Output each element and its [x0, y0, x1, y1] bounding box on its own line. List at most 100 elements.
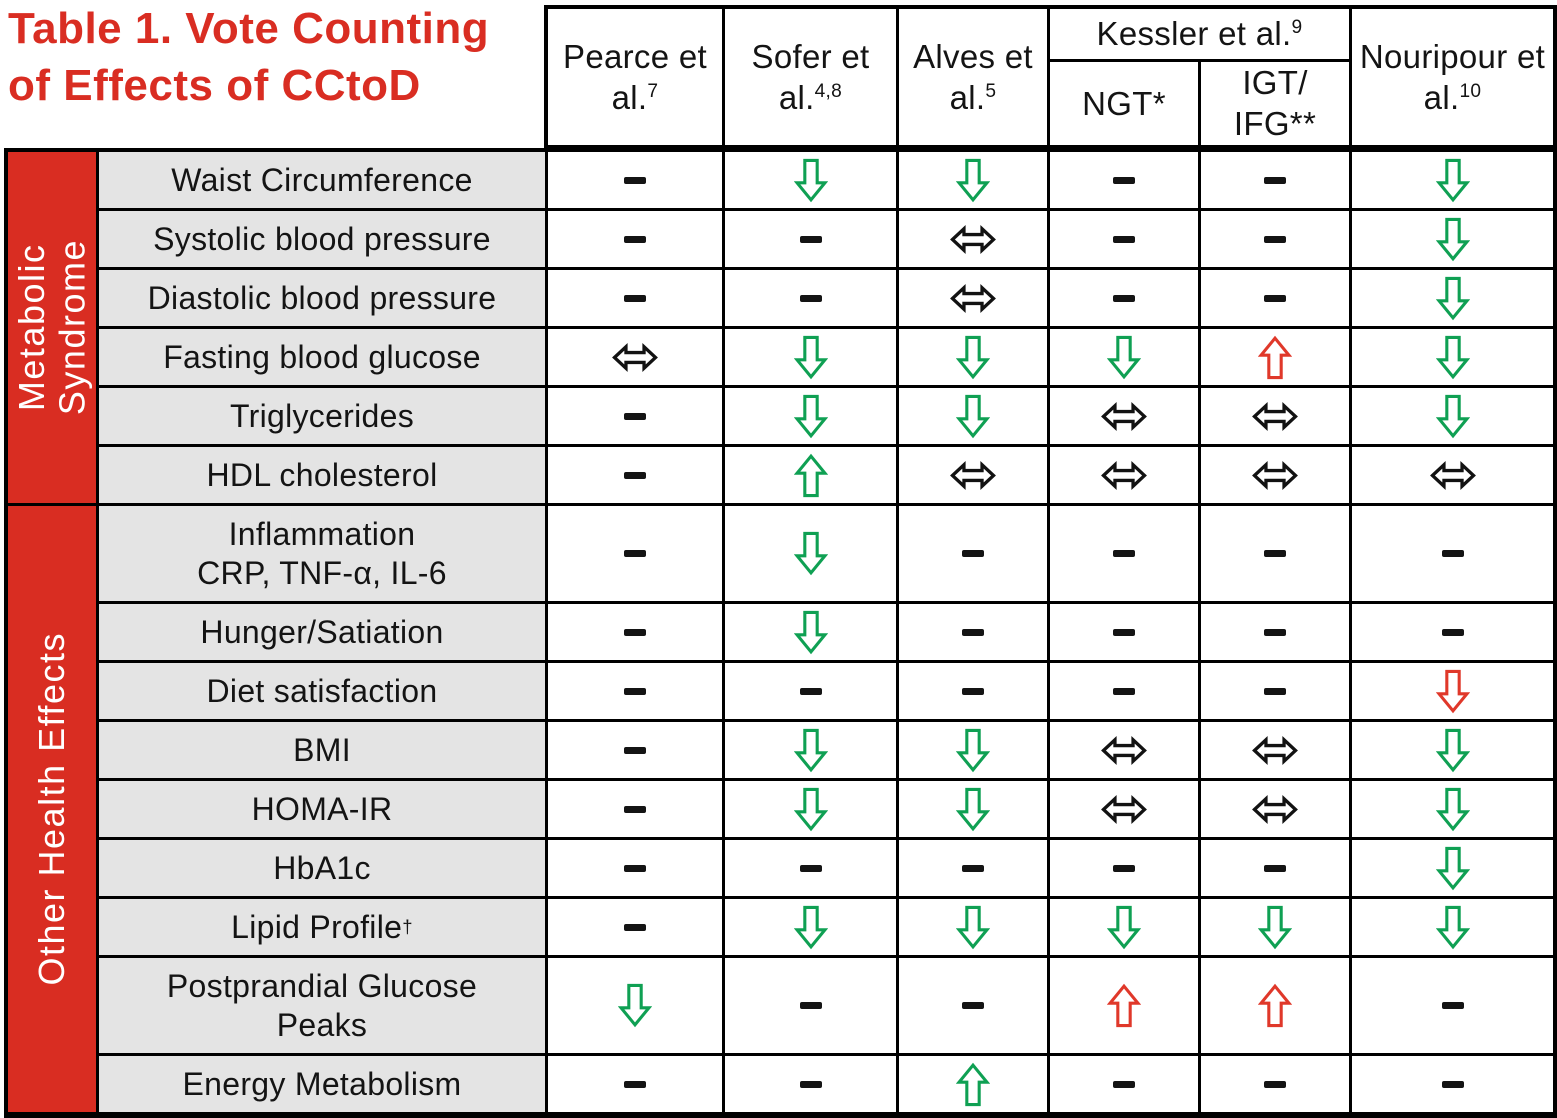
- table-cell: [1201, 329, 1349, 385]
- not-reported-dash-icon: [1113, 550, 1135, 557]
- row-label: Energy Metabolism: [99, 1056, 545, 1112]
- not-reported-dash-icon: [624, 628, 646, 636]
- study-name: Sofer et al.4,8: [725, 34, 896, 121]
- row-label-text: Waist Circumference: [171, 161, 473, 198]
- reference-superscript: 7: [647, 80, 659, 102]
- table-cell: [1352, 958, 1553, 1053]
- decrease-arrow-icon: [793, 610, 828, 654]
- row-label-text: Postprandial Glucose Peaks: [166, 968, 478, 1043]
- study-name-text: Kessler et al.: [1096, 15, 1292, 52]
- column-header-kessler-ngt: NGT*: [1050, 62, 1198, 145]
- increase-arrow-icon: [1107, 983, 1141, 1028]
- no-change-arrow-icon: [1252, 401, 1298, 431]
- table-cell: [1050, 388, 1198, 444]
- decrease-arrow-icon: [793, 728, 828, 772]
- row-label: HbA1c: [99, 840, 545, 896]
- study-name: Kessler et al.9: [1091, 13, 1309, 55]
- table-cell: [899, 152, 1047, 208]
- not-reported-dash-icon: [1113, 628, 1135, 636]
- decrease-arrow-icon: [1435, 669, 1470, 713]
- table-cell: [548, 506, 722, 601]
- row-label: Systolic blood pressure: [99, 211, 545, 267]
- decrease-arrow-icon: [1435, 846, 1470, 890]
- subcolumn-label: NGT*: [1082, 84, 1166, 122]
- table-body: Metabolic Syndrome Waist Circumference Sys…: [4, 148, 1557, 1118]
- table-cell: [725, 840, 896, 896]
- row-label: Lipid Profile †: [99, 899, 545, 955]
- table-cell: [1201, 388, 1349, 444]
- not-reported-dash-icon: [624, 550, 646, 557]
- decrease-arrow-icon: [618, 983, 652, 1028]
- decrease-arrow-icon: [793, 787, 828, 831]
- table-cell: [899, 781, 1047, 837]
- decrease-arrow-icon: [1435, 728, 1470, 772]
- reference-superscript: 5: [985, 80, 997, 102]
- table-cell: [899, 211, 1047, 267]
- row-label-text: Systolic blood pressure: [153, 220, 491, 257]
- no-change-arrow-icon: [1101, 401, 1147, 431]
- not-reported-dash-icon: [1441, 1002, 1464, 1009]
- decrease-arrow-icon: [793, 394, 828, 438]
- not-reported-dash-icon: [624, 923, 646, 931]
- not-reported-dash-icon: [624, 471, 646, 479]
- row-label: HOMA-IR: [99, 781, 545, 837]
- study-name: Nouripour et al.10: [1352, 34, 1553, 121]
- no-change-arrow-icon: [612, 342, 658, 372]
- column-header-nouripour: Nouripour et al.10: [1352, 9, 1553, 145]
- study-name-text: Alves et al.: [913, 37, 1033, 116]
- table-cell: [548, 152, 722, 208]
- row-label-text: HbA1c: [273, 849, 371, 886]
- not-reported-dash-icon: [799, 687, 822, 695]
- table-cell: [1201, 506, 1349, 601]
- column-header-sofer: Sofer et al.4,8: [725, 9, 896, 145]
- not-reported-dash-icon: [1264, 294, 1286, 302]
- table-cell: [899, 388, 1047, 444]
- table-cell: [1201, 1056, 1349, 1112]
- table-cell: [1201, 899, 1349, 955]
- table-cell: [548, 840, 722, 896]
- row-group-label: Metabolic Syndrome: [10, 239, 92, 416]
- not-reported-dash-icon: [1264, 1080, 1286, 1088]
- not-reported-dash-icon: [962, 864, 984, 872]
- table-cell: [1050, 781, 1198, 837]
- row-group-label: Other Health Effects: [30, 632, 72, 986]
- not-reported-dash-icon: [799, 1080, 822, 1088]
- row-label-text: Triglycerides: [229, 397, 415, 434]
- decrease-arrow-icon: [1435, 905, 1470, 949]
- row-label-text: Fasting blood glucose: [163, 338, 481, 375]
- not-reported-dash-icon: [624, 1080, 646, 1088]
- table-cell: [899, 663, 1047, 719]
- table-cell: [1050, 270, 1198, 326]
- decrease-arrow-icon: [793, 158, 828, 202]
- table-cell: [1050, 211, 1198, 267]
- not-reported-dash-icon: [962, 628, 984, 636]
- decrease-arrow-icon: [1435, 335, 1470, 379]
- row-label-text: BMI: [293, 731, 351, 768]
- row-label-text: Diastolic blood pressure: [147, 279, 497, 316]
- table-cell: [899, 958, 1047, 1053]
- table-cell: [1050, 604, 1198, 660]
- table-cell: [1352, 447, 1553, 503]
- table-cell: [1352, 604, 1553, 660]
- decrease-arrow-icon: [956, 728, 990, 772]
- not-reported-dash-icon: [1264, 628, 1286, 636]
- table-cell: [725, 604, 896, 660]
- decrease-arrow-icon: [793, 335, 828, 379]
- table-cell: [725, 663, 896, 719]
- decrease-arrow-icon: [1435, 394, 1470, 438]
- row-label-text: Hunger/Satiation: [200, 613, 444, 650]
- table-cell: [548, 447, 722, 503]
- decrease-arrow-icon: [956, 158, 990, 202]
- study-name: Alves et al.5: [899, 34, 1047, 121]
- not-reported-dash-icon: [962, 687, 984, 695]
- not-reported-dash-icon: [1264, 550, 1286, 557]
- table-cell: [1050, 1056, 1198, 1112]
- row-label-text: HDL cholesterol: [206, 456, 438, 493]
- not-reported-dash-icon: [1113, 294, 1135, 302]
- not-reported-dash-icon: [1264, 687, 1286, 695]
- table-cell: [1050, 840, 1198, 896]
- table-cell: [1352, 781, 1553, 837]
- study-name: Pearce et al.7: [548, 34, 722, 121]
- table-cell: [725, 722, 896, 778]
- row-label: Inflammation CRP, TNF-α, IL-6: [99, 506, 545, 601]
